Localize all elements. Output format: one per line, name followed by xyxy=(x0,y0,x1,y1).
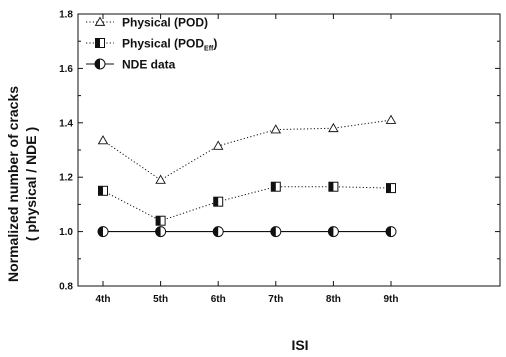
legend-label: Physical (POD) xyxy=(122,16,208,30)
legend-label: Physical (PODEff) xyxy=(122,37,217,53)
series-2-point xyxy=(328,181,339,192)
series-2-point xyxy=(98,185,108,196)
legend-marker xyxy=(94,16,106,26)
legend-label: NDE data xyxy=(122,58,176,72)
y-tick-label: 1.2 xyxy=(59,173,73,184)
legend: Physical (POD) Physical (PODEff) NDE data xyxy=(86,16,217,72)
series-1-point xyxy=(270,124,282,134)
series-2-point xyxy=(270,181,281,192)
y-tick-label: 1.4 xyxy=(59,118,73,129)
x-tick-label: 8th xyxy=(326,294,341,305)
series-3-point xyxy=(270,226,282,238)
legend-item-2: Physical (PODEff) xyxy=(86,37,217,53)
legend-item-1: Physical (POD) xyxy=(86,16,208,30)
series-2-line xyxy=(102,186,392,222)
series-1-point xyxy=(155,174,166,184)
series-3 xyxy=(97,226,397,238)
series-3-point xyxy=(385,226,397,238)
series-3-point xyxy=(97,226,109,238)
legend-marker xyxy=(94,58,106,70)
series-3-point xyxy=(327,226,339,238)
x-tick-label: 9th xyxy=(384,294,399,305)
series-2-point xyxy=(213,196,224,207)
x-axis-title: ISI xyxy=(291,337,308,353)
y-tick-label: 1.0 xyxy=(59,227,73,238)
x-tick-label: 7th xyxy=(268,294,283,305)
series-layer xyxy=(97,114,397,238)
series-2 xyxy=(98,181,396,226)
legend-marker xyxy=(95,38,105,48)
series-1-point xyxy=(212,140,224,150)
series-2-point xyxy=(155,215,166,226)
x-tick-label: 5th xyxy=(153,294,168,305)
y-tick-label: 1.6 xyxy=(59,64,73,75)
series-1-point xyxy=(385,114,397,124)
series-1-point xyxy=(328,122,339,133)
plot-frame xyxy=(77,13,501,287)
series-2-point xyxy=(386,183,396,194)
axes: 0.8 1.0 1.2 1.4 1.6 1.8 4th 5th 6th 7th 8th 9th xyxy=(59,10,501,305)
series-3-point xyxy=(155,226,167,238)
series-1 xyxy=(97,114,397,184)
series-3-point xyxy=(212,226,224,238)
x-tick-label: 6th xyxy=(211,294,226,305)
y-tick-label: 0.8 xyxy=(59,282,73,293)
x-tick-label: 4th xyxy=(96,294,111,305)
y-axis-title-line2: ( physical / NDE ) xyxy=(23,127,39,241)
y-axis-title-line1: Normalized number of cracks xyxy=(5,86,21,282)
y-tick-label: 1.8 xyxy=(59,10,73,21)
series-1-point xyxy=(97,135,109,145)
series-1-line xyxy=(102,119,392,181)
legend-item-3: NDE data xyxy=(86,58,176,72)
